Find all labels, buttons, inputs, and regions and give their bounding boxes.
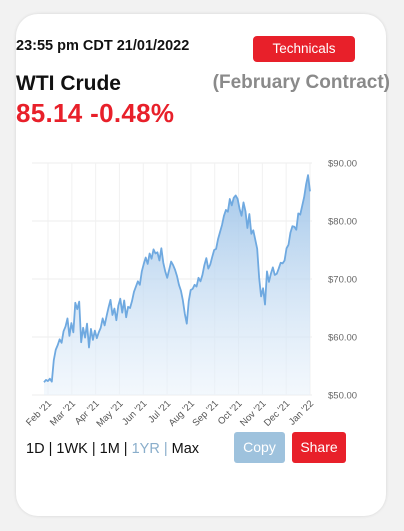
range-1wk[interactable]: 1WK (56, 441, 88, 457)
x-tick-label: Sep '21 (190, 398, 220, 428)
price-value: 85.14 (16, 98, 83, 128)
range-1m[interactable]: 1M (99, 441, 120, 457)
range-1d[interactable]: 1D (26, 441, 45, 457)
y-tick-label: $90.00 (328, 159, 357, 170)
y-tick-label: $80.00 (328, 217, 357, 228)
price-change: -0.48% (90, 98, 175, 128)
price-series-line (43, 174, 311, 383)
range-separator: | (119, 441, 132, 457)
x-tick-label: Mar '21 (48, 398, 78, 428)
y-tick-label: $70.00 (328, 275, 357, 286)
contract-label: (February Contract) (212, 72, 390, 93)
range-max[interactable]: Max (171, 441, 200, 457)
instrument-name: WTI Crude (16, 72, 121, 95)
price-area-fill (44, 175, 310, 395)
x-tick-label: Feb '21 (24, 398, 54, 428)
y-tick-label: $60.00 (328, 333, 357, 344)
share-button[interactable]: Share (292, 432, 346, 463)
y-tick-label: $50.00 (328, 391, 357, 402)
copy-button[interactable]: Copy (234, 432, 285, 463)
x-tick-label: Jan '22 (287, 398, 316, 427)
x-tick-label: May '21 (94, 398, 125, 429)
x-tick-label: Dec '21 (262, 398, 292, 428)
price-chart: $50.00$60.00$70.00$80.00$90.00 Feb '21Ma… (24, 159, 357, 430)
range-1yr[interactable]: 1YR (131, 441, 160, 457)
x-tick-label: Jun '21 (120, 398, 149, 427)
quote-timestamp: 23:55 pm CDT 21/01/2022 (16, 38, 190, 54)
range-separator: | (44, 441, 57, 457)
technicals-button[interactable]: Technicals (253, 36, 355, 62)
price-line: 85.14 -0.48% (16, 98, 174, 129)
range-separator: | (87, 441, 100, 457)
range-selector: 1D | 1WK | 1M | 1YR | Max (26, 441, 199, 457)
range-separator: | (159, 441, 172, 457)
